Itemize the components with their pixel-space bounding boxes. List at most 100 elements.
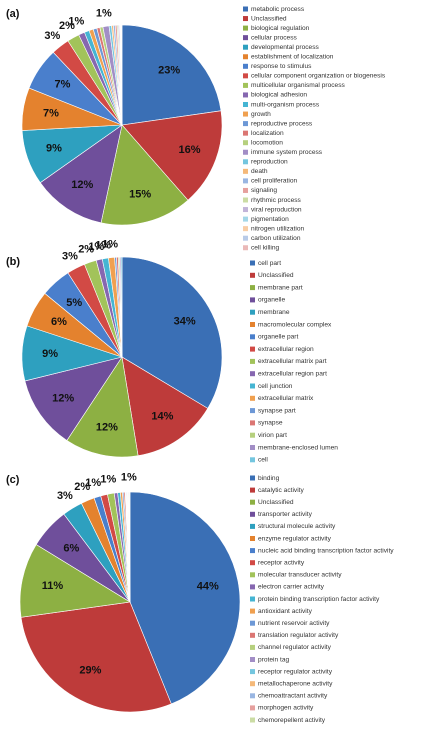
legend-swatch [243, 149, 248, 155]
legend-label: cell [258, 457, 268, 464]
legend-label: metallochaperone activity [258, 680, 333, 687]
legend-label: protein binding transcription factor act… [258, 596, 380, 603]
value-label: 1% [95, 239, 111, 251]
legend-label: Unclassified [251, 15, 287, 22]
legend-label: cell part [258, 260, 281, 267]
legend-swatch [243, 130, 248, 136]
value-label: 12% [96, 421, 118, 433]
legend-label: receptor activity [258, 559, 305, 566]
legend-label: chemorepellent activity [258, 717, 326, 724]
legend-label: extracellular matrix [258, 395, 314, 402]
pie-slice [66, 356, 139, 458]
value-label: 44% [197, 581, 219, 593]
legend-label: extracellular matrix part [258, 358, 327, 365]
value-label: 15% [129, 189, 151, 201]
panel-label: (a) [6, 8, 20, 20]
pie-slice [100, 124, 189, 226]
legend-label: binding [258, 475, 280, 482]
legend-swatch [250, 608, 255, 614]
legend-swatch [250, 297, 255, 303]
legend-swatch [243, 216, 248, 222]
legend-swatch [250, 475, 255, 481]
value-label: 3% [62, 251, 78, 263]
legend-label: nitrogen utilization [251, 225, 304, 232]
legend-swatch [243, 6, 248, 12]
legend-label: locomotion [251, 139, 283, 146]
legend-label: transporter activity [258, 511, 313, 518]
legend-label: electron carrier activity [258, 584, 325, 591]
legend-swatch [250, 371, 255, 377]
value-label: 12% [52, 392, 74, 404]
value-label: 6% [63, 543, 79, 555]
legend-swatch [243, 226, 248, 232]
value-label: 23% [158, 64, 180, 76]
legend-label: carbon utilization [251, 235, 301, 242]
legend-label: establishment of localization [251, 54, 334, 61]
legend-swatch [250, 511, 255, 517]
legend-swatch [250, 309, 255, 315]
legend-label: structural molecule activity [258, 523, 336, 530]
legend-swatch [243, 168, 248, 174]
legend-swatch [250, 499, 255, 505]
legend-swatch [250, 285, 255, 291]
legend-label: signaling [251, 187, 277, 194]
legend-label: cell proliferation [251, 178, 298, 185]
value-label: 16% [179, 144, 201, 156]
legend-label: protein tag [258, 656, 289, 663]
legend-swatch [250, 395, 255, 401]
value-label: 11% [42, 580, 64, 592]
pie-slice [20, 601, 172, 713]
legend-swatch [243, 111, 248, 117]
legend-swatch [250, 620, 255, 626]
legend-swatch [250, 445, 255, 450]
legend-label: cellular component organization or bioge… [251, 73, 386, 80]
legend-label: antioxidant activity [258, 608, 313, 615]
legend-label: organelle [258, 297, 285, 304]
legend-swatch [243, 16, 248, 22]
legend-swatch [243, 178, 248, 184]
legend-swatch [250, 657, 255, 662]
pie-slice [129, 491, 241, 705]
legend-label: cell killing [251, 245, 280, 252]
legend-label: chemoattractant activity [258, 693, 328, 700]
legend-swatch [250, 346, 255, 352]
legend-swatch [250, 644, 255, 650]
legend-swatch [243, 187, 248, 193]
pie-slice [120, 256, 123, 358]
legend-swatch [250, 717, 255, 723]
value-label: 9% [46, 143, 62, 155]
legend-swatch [250, 705, 255, 711]
legend-swatch [250, 457, 255, 463]
legend-swatch [250, 358, 255, 364]
legend-swatch [250, 548, 255, 554]
legend-label: growth [251, 111, 271, 118]
legend-swatch [250, 383, 255, 389]
legend-label: localization [251, 130, 284, 137]
legend-label: rhythmic process [251, 197, 302, 204]
legend-swatch [243, 197, 248, 203]
legend-label: biological regulation [251, 25, 310, 32]
legend-label: nucleic acid binding transcription facto… [258, 547, 394, 554]
pie-slice [121, 24, 123, 126]
legend-label: cellular process [251, 34, 298, 41]
legend-label: receptor regulator activity [258, 668, 333, 675]
legend-swatch [243, 102, 248, 107]
legend-swatch [250, 432, 255, 438]
legend-label: death [251, 168, 268, 175]
value-label: 2% [74, 481, 90, 493]
value-label: 2% [78, 244, 94, 256]
legend-label: extracellular region [258, 346, 314, 353]
legend-swatch [250, 693, 255, 699]
legend-swatch [243, 44, 248, 50]
legend-swatch [243, 25, 248, 31]
legend-label: enzyme regulator activity [258, 535, 332, 542]
legend-label: developmental process [251, 44, 320, 51]
legend-label: cell junction [258, 383, 293, 390]
legend-swatch [250, 584, 255, 590]
legend-swatch [250, 420, 255, 426]
legend-swatch [250, 260, 255, 266]
value-label: 9% [42, 348, 58, 360]
legend-label: nutrient reservoir activity [258, 620, 330, 627]
legend-label: immune system process [251, 149, 323, 156]
